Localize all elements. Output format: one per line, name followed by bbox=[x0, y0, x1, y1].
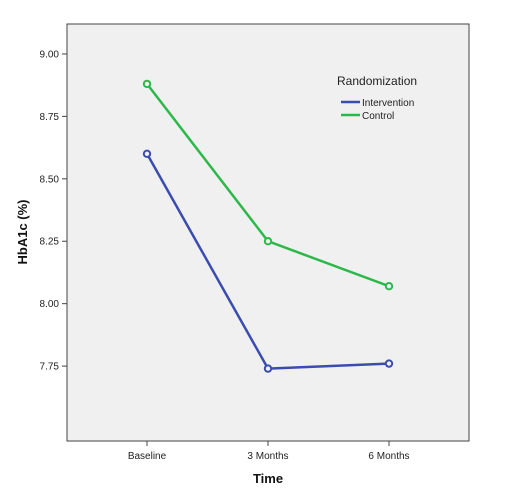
y-tick-label: 8.75 bbox=[40, 112, 60, 123]
data-point-intervention bbox=[263, 364, 273, 373]
legend-label-control: Control bbox=[362, 111, 394, 122]
data-point-intervention bbox=[142, 149, 152, 159]
data-point-control bbox=[263, 237, 273, 246]
data-point-control bbox=[384, 282, 394, 291]
legend: Randomization Intervention Control bbox=[337, 74, 417, 122]
y-tick-label: 7.75 bbox=[40, 362, 60, 373]
x-tick-label: 3 Months bbox=[247, 451, 288, 462]
y-tick-label: 9.00 bbox=[40, 49, 60, 60]
x-tick-label: Baseline bbox=[128, 451, 167, 462]
data-point-control bbox=[142, 79, 152, 89]
data-point-intervention bbox=[384, 359, 394, 368]
y-axis-ticks: 7.75 8.00 8.25 8.50 8.75 9.00 bbox=[40, 49, 67, 373]
series-points bbox=[142, 79, 394, 373]
y-tick-label: 8.50 bbox=[40, 174, 60, 185]
x-axis-ticks: Baseline 3 Months 6 Months bbox=[128, 441, 410, 462]
x-tick-label: 6 Months bbox=[368, 451, 409, 462]
x-axis-title: Time bbox=[253, 471, 283, 486]
y-axis-title: HbA1c (%) bbox=[15, 199, 30, 264]
y-tick-label: 8.00 bbox=[40, 299, 60, 310]
y-tick-label: 8.25 bbox=[40, 237, 60, 248]
legend-label-intervention: Intervention bbox=[362, 98, 414, 109]
legend-title: Randomization bbox=[337, 74, 417, 88]
